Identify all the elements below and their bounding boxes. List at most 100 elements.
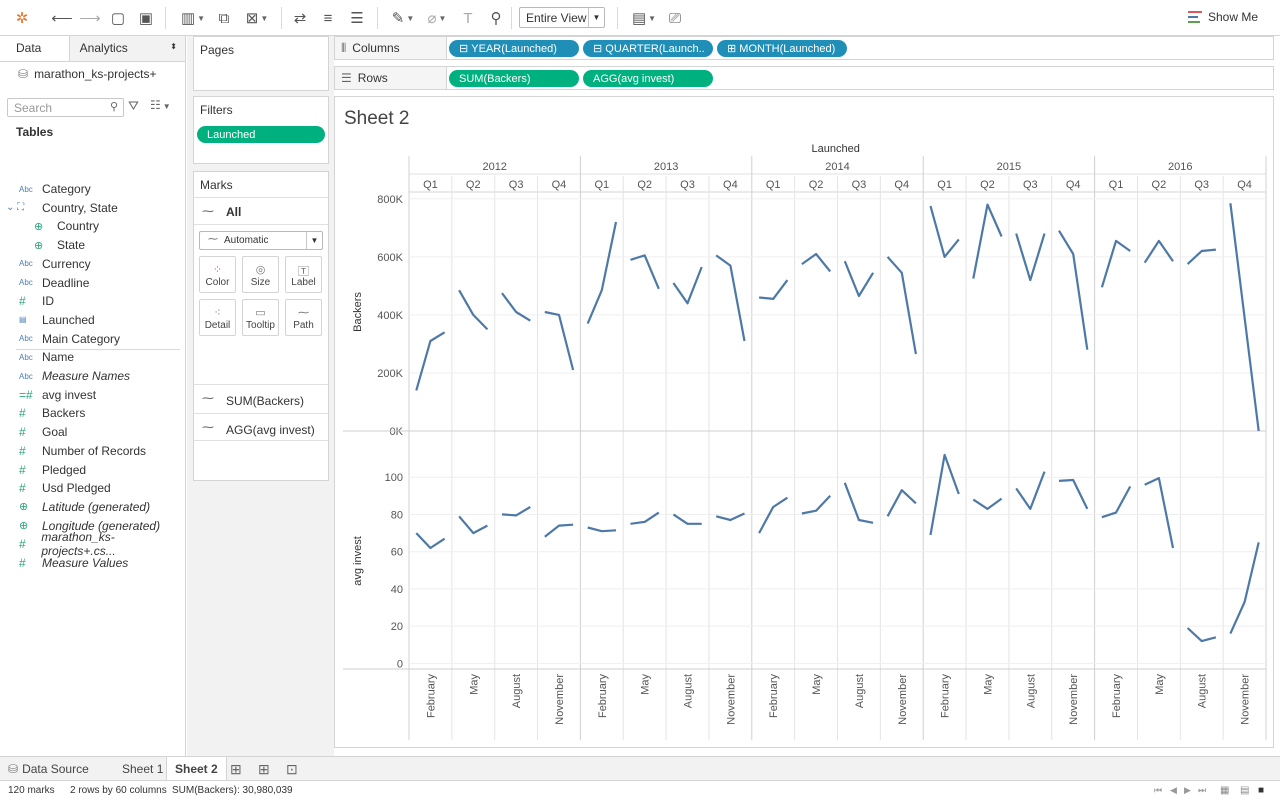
show-cards-icon[interactable]: ▤ ▼ bbox=[631, 10, 657, 27]
y-tick-label: 40 bbox=[391, 584, 403, 596]
tab-data[interactable]: Data bbox=[0, 36, 70, 61]
filter-pill-launched[interactable]: Launched bbox=[197, 126, 325, 143]
column-pill-year[interactable]: ⊟ YEAR(Launched) bbox=[449, 40, 579, 57]
show-me-button[interactable]: Show Me bbox=[1188, 10, 1258, 24]
field-item[interactable]: # Measure Values bbox=[0, 554, 128, 572]
tableau-logo-icon[interactable]: ✲ bbox=[15, 10, 29, 27]
label-button[interactable]: 🅃 Label bbox=[285, 256, 322, 293]
marks-measure-backers[interactable]: ⁓ SUM(Backers) bbox=[194, 384, 328, 412]
view-options-icon[interactable]: ☷ ▼ bbox=[150, 98, 171, 112]
row-pill-backers[interactable]: SUM(Backers) bbox=[449, 70, 579, 87]
marks-title: Marks bbox=[200, 178, 233, 192]
field-label: State bbox=[57, 238, 86, 253]
sort-descending-icon[interactable]: ☰ bbox=[350, 10, 364, 27]
mark-type-select[interactable]: ⁓ Automatic ▼ bbox=[199, 231, 323, 250]
clear-sheet-icon[interactable]: ⊠ ▼ bbox=[245, 10, 269, 27]
field-item[interactable]: # Goal bbox=[0, 423, 67, 441]
sort-ascending-icon[interactable]: ≡ bbox=[323, 9, 333, 27]
quarter-label: Q1 bbox=[937, 179, 952, 191]
redo-icon[interactable]: ⟶ bbox=[79, 10, 101, 27]
field-item[interactable]: =# avg invest bbox=[0, 386, 96, 404]
size-button[interactable]: ◎ Size bbox=[242, 256, 279, 293]
nav-next-icon[interactable]: ▶ bbox=[1184, 785, 1191, 795]
field-item[interactable]: Abc Name bbox=[0, 348, 74, 366]
new-datasource-icon[interactable]: ▣ bbox=[138, 10, 154, 27]
datasource-item[interactable]: ⛁ marathon_ks-projects+ bbox=[18, 67, 156, 81]
undo-icon[interactable]: ⟵ bbox=[51, 10, 73, 27]
path-button[interactable]: ⁓ Path bbox=[285, 299, 322, 336]
search-input[interactable]: Search bbox=[7, 98, 124, 117]
field-item[interactable]: # ID bbox=[0, 292, 54, 310]
field-item[interactable]: Abc Main Category bbox=[0, 330, 120, 348]
filters-card[interactable]: Filters Launched bbox=[193, 96, 329, 164]
field-label: Latitude (generated) bbox=[42, 499, 151, 514]
tab-data-source[interactable]: ⛁ Data Source bbox=[0, 757, 97, 781]
color-button[interactable]: ⁘ Color bbox=[199, 256, 236, 293]
field-item[interactable]: ⌄ ⛶ Country, State bbox=[0, 199, 118, 217]
field-item[interactable]: # Usd Pledged bbox=[0, 479, 111, 497]
columns-shelf[interactable]: ⦀ Columns ⊟ YEAR(Launched) ⊟ QUARTER(Laun… bbox=[334, 36, 1274, 60]
month-label: May bbox=[982, 674, 994, 695]
field-item[interactable]: Abc Deadline bbox=[0, 274, 89, 292]
filter-icon[interactable]: ⛛ bbox=[128, 98, 139, 113]
field-item[interactable]: ⊕ Country bbox=[0, 217, 99, 235]
geo-field-icon: ⊕ bbox=[19, 501, 29, 514]
grid-view-icon[interactable]: ▦ bbox=[1220, 785, 1230, 796]
rows-shelf[interactable]: ☰ Rows SUM(Backers) AGG(avg invest) bbox=[334, 66, 1274, 90]
tooltip-button[interactable]: ▭ Tooltip bbox=[242, 299, 279, 336]
new-worksheet-icon[interactable]: ▥ ▼ bbox=[180, 10, 206, 27]
column-pill-quarter[interactable]: ⊟ QUARTER(Launch.. bbox=[583, 40, 713, 57]
attach-icon[interactable]: ⌀ ▼ bbox=[427, 10, 447, 27]
new-dashboard-icon[interactable]: ⊞ bbox=[258, 760, 270, 777]
field-item[interactable]: ⊕ State bbox=[0, 236, 85, 254]
pin-icon[interactable]: ⚲ bbox=[490, 10, 502, 27]
field-item[interactable]: Abc Currency bbox=[0, 255, 91, 273]
highlight-icon[interactable]: ✎ ▼ bbox=[391, 10, 415, 27]
series-line-backers bbox=[715, 254, 746, 342]
series-line-avg-invest bbox=[587, 526, 617, 533]
series-line-avg-invest bbox=[1186, 627, 1217, 643]
field-item[interactable]: Abc Measure Names bbox=[0, 367, 130, 385]
duplicate-sheet-icon[interactable]: ⧉ bbox=[218, 9, 230, 27]
column-pill-month[interactable]: ⊞ MONTH(Launched) bbox=[717, 40, 847, 57]
nav-first-icon[interactable]: ⏮ bbox=[1154, 785, 1163, 795]
tab-sheet1[interactable]: Sheet 1 bbox=[122, 762, 164, 776]
pane-switch-icon: ⬍ bbox=[170, 42, 177, 51]
text-labels-icon[interactable]: T bbox=[463, 9, 473, 27]
field-item[interactable]: # Pledged bbox=[0, 461, 86, 479]
series-line-backers bbox=[544, 310, 575, 371]
series-line-backers bbox=[1229, 203, 1260, 432]
presentation-mode-icon[interactable]: ⎚ bbox=[668, 9, 681, 27]
row-pill-avg-invest[interactable]: AGG(avg invest) bbox=[583, 70, 713, 87]
field-item[interactable]: ⊕ Longitude (generated) bbox=[0, 517, 160, 535]
nav-prev-icon[interactable]: ◀ bbox=[1170, 785, 1177, 795]
marks-measure-avg-invest[interactable]: ⁓ AGG(avg invest) bbox=[194, 413, 328, 441]
month-label: February bbox=[940, 674, 952, 719]
detail-label: Detail bbox=[204, 320, 231, 331]
field-item[interactable]: ⊕ Latitude (generated) bbox=[0, 498, 150, 516]
save-icon[interactable]: ▢ bbox=[110, 10, 126, 27]
tab-sheet2[interactable]: Sheet 2 bbox=[166, 757, 227, 781]
nav-last-icon[interactable]: ⏭ bbox=[1198, 785, 1207, 795]
detail-icon: ⁖ bbox=[214, 307, 221, 319]
new-story-icon[interactable]: ⊡ bbox=[286, 760, 298, 777]
pages-card[interactable]: Pages bbox=[193, 36, 329, 91]
tab-analytics[interactable]: Analytics ⬍ bbox=[69, 36, 185, 61]
field-item[interactable]: # marathon_ks-projects+.cs... bbox=[0, 530, 185, 558]
field-item[interactable]: ▤ Launched bbox=[0, 311, 95, 329]
datasource-label: marathon_ks-projects+ bbox=[34, 67, 157, 81]
single-view-icon[interactable]: ■ bbox=[1258, 785, 1265, 796]
swap-rows-columns-icon[interactable]: ⇄ bbox=[293, 10, 307, 27]
field-item[interactable]: # Backers bbox=[0, 404, 85, 422]
marks-all-row[interactable]: ⁓ All bbox=[194, 197, 328, 225]
field-item[interactable]: Abc Category bbox=[0, 180, 91, 198]
new-worksheet-icon[interactable]: ⊞ bbox=[230, 760, 242, 777]
filmstrip-view-icon[interactable]: ▤ bbox=[1240, 785, 1250, 796]
detail-button[interactable]: ⁖ Detail bbox=[199, 299, 236, 336]
field-label: Goal bbox=[42, 425, 68, 440]
fit-select[interactable]: Entire View ▼ bbox=[519, 7, 605, 28]
series-line-avg-invest bbox=[886, 489, 917, 517]
hash-field-icon: # bbox=[19, 537, 26, 552]
line-chart: Launched 2012 Q1 Q2 Q3 Q4 2013 Q1 Q2 Q3 Q4 2014 Q1 Q2… bbox=[343, 143, 1267, 740]
field-item[interactable]: # Number of Records bbox=[0, 442, 146, 460]
